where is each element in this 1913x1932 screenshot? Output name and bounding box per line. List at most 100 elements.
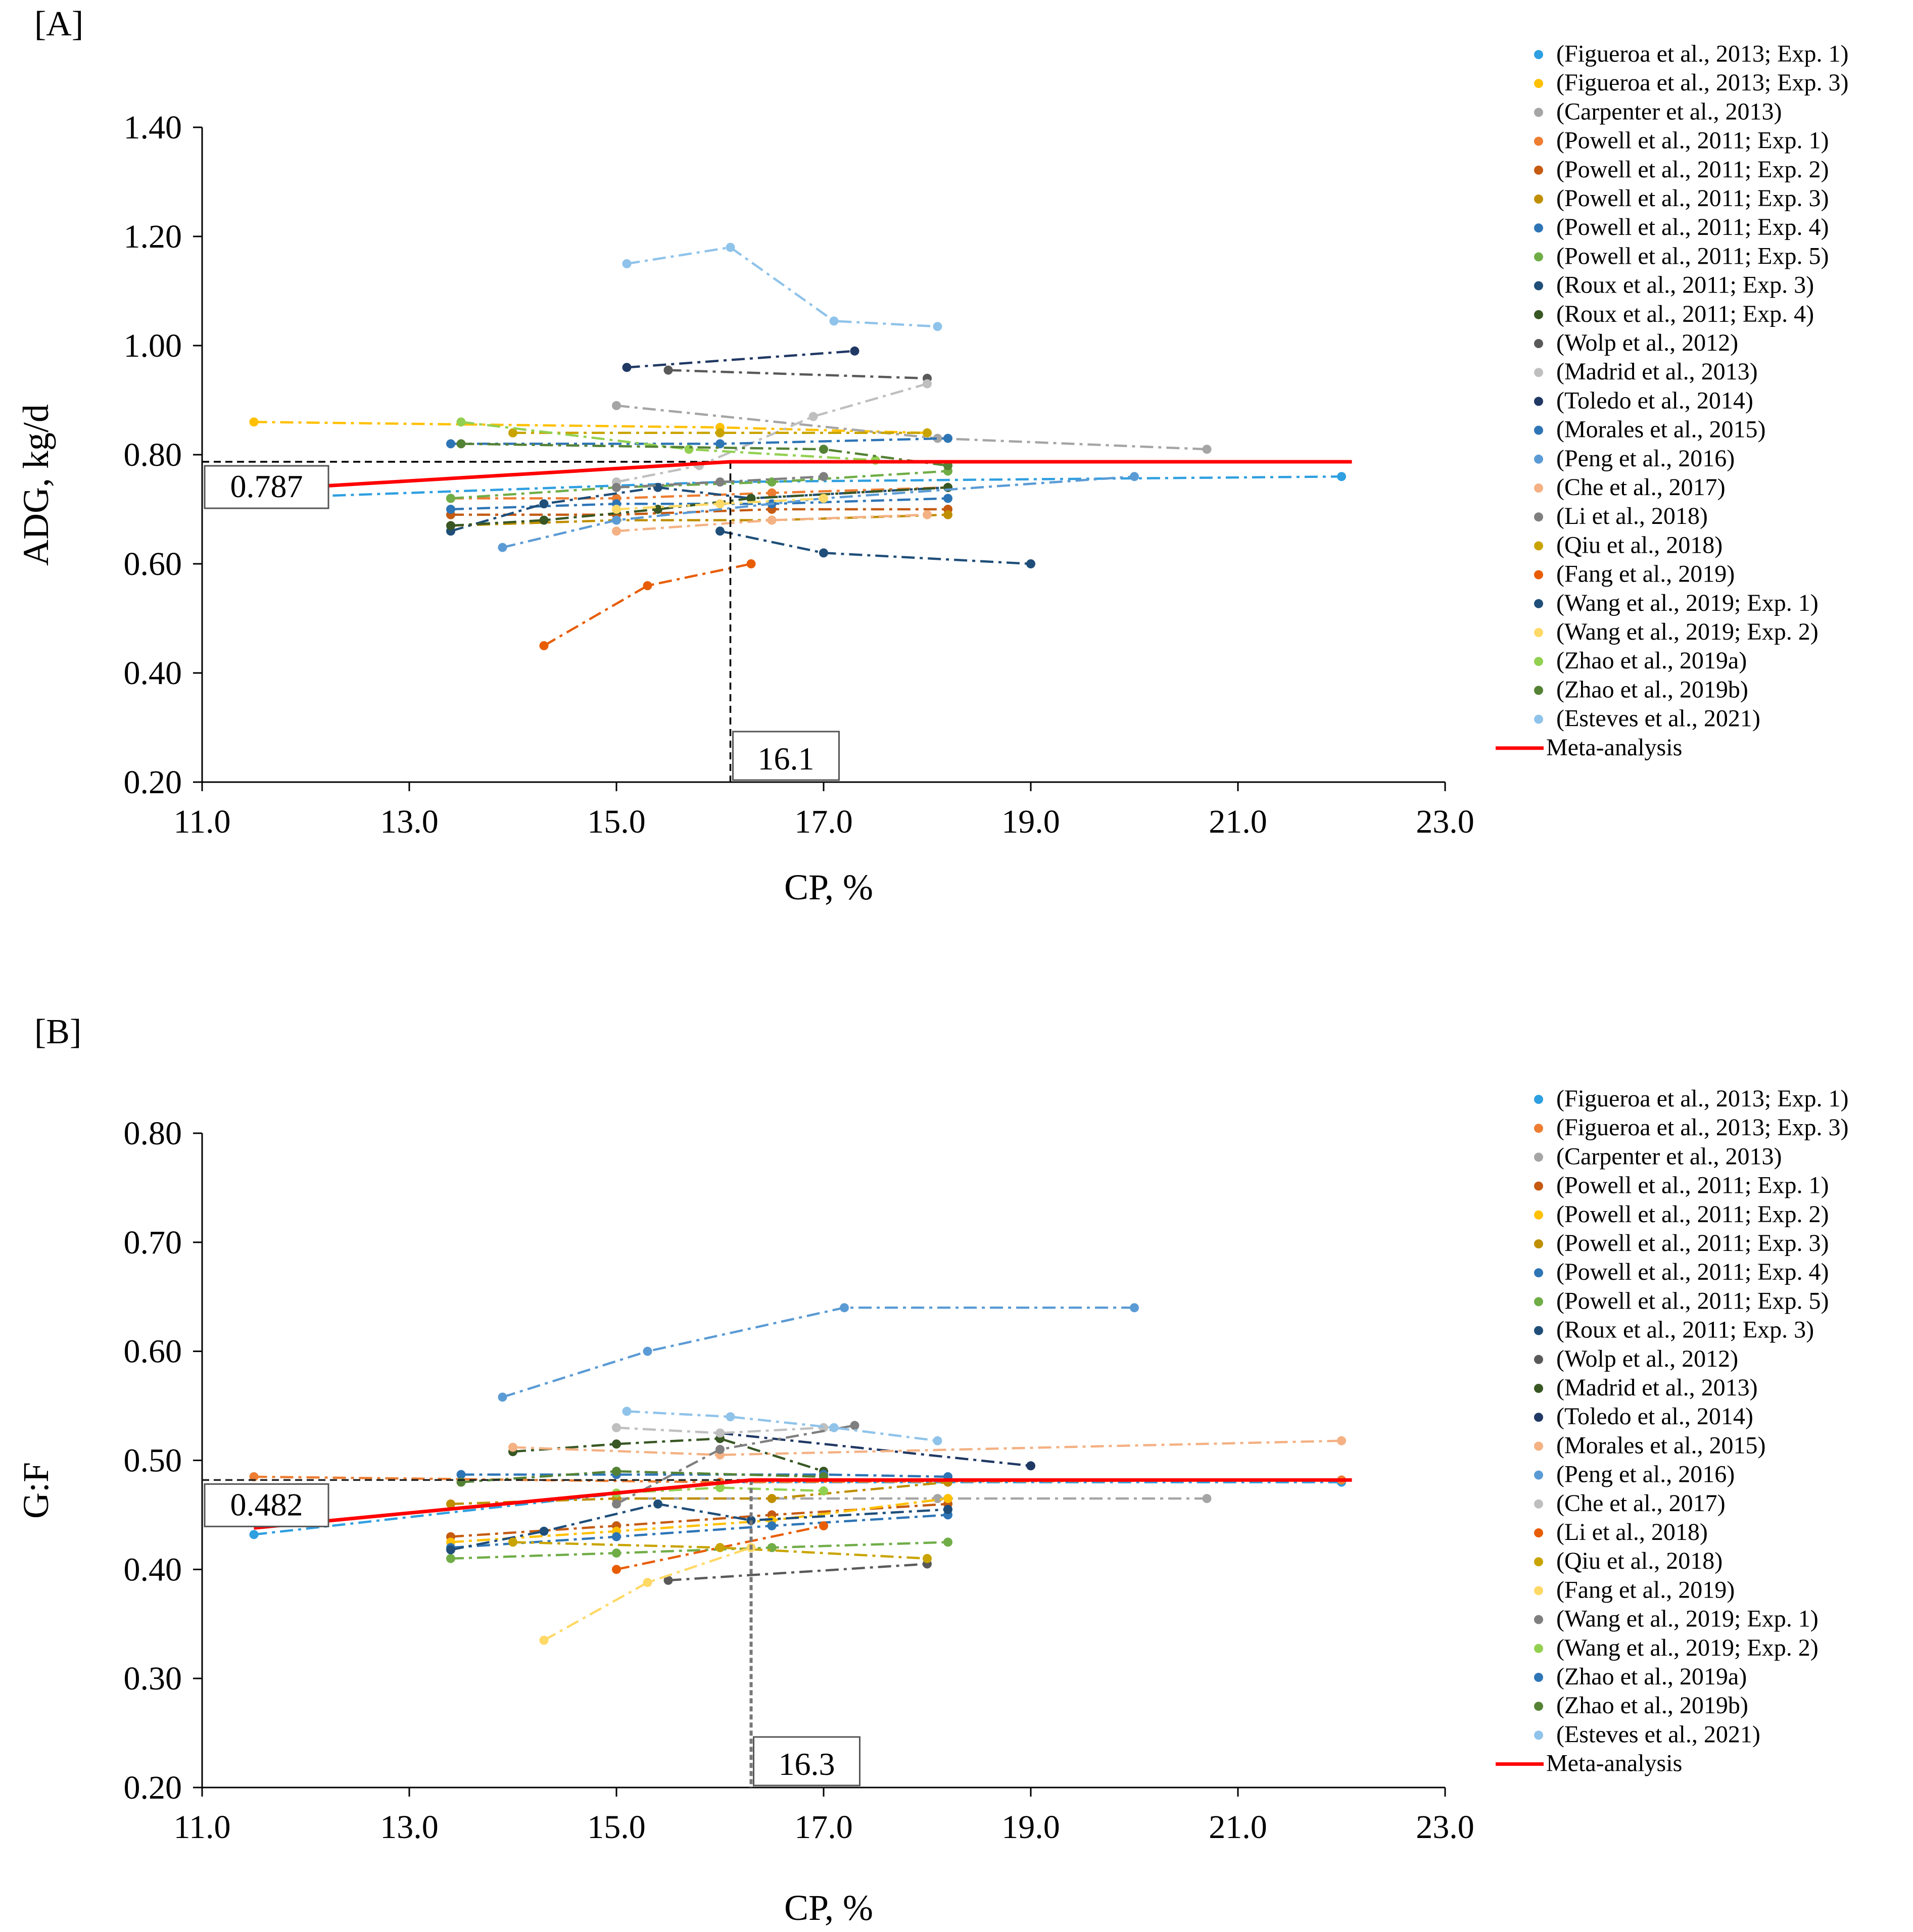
x-tick-label: 17.0 — [794, 1809, 853, 1846]
data-point — [767, 488, 777, 498]
data-point — [1202, 1494, 1212, 1504]
legend-label: (Powell et al., 2011; Exp. 3) — [1556, 1230, 1829, 1257]
y-tick-label: 0.70 — [124, 1224, 182, 1261]
data-point — [829, 1423, 839, 1432]
y-tick-label: 0.20 — [124, 1769, 182, 1806]
x-tick-label: 19.0 — [1001, 1809, 1060, 1846]
legend-marker — [1534, 1355, 1543, 1364]
data-point — [808, 412, 818, 421]
legend-label: (Carpenter et al., 2013) — [1556, 98, 1782, 125]
legend-label: (Roux et al., 2011; Exp. 3) — [1556, 1317, 1814, 1343]
series — [249, 1477, 1346, 1539]
legend-marker — [1534, 657, 1543, 666]
legend-label: (Figueroa et al., 2013; Exp. 1) — [1556, 1085, 1849, 1112]
data-point — [612, 401, 621, 410]
legend-marker — [1534, 50, 1543, 59]
data-point — [819, 548, 828, 558]
legend-marker — [1534, 281, 1543, 291]
x-tick-label: 23.0 — [1416, 1809, 1474, 1846]
x-tick-label: 11.0 — [173, 1809, 230, 1846]
legend-marker — [1534, 165, 1543, 175]
legend-item: (Madrid et al., 2013) — [1534, 1374, 1758, 1401]
series-trend-line — [720, 529, 1031, 565]
data-point — [663, 365, 673, 375]
y-tick-label: 0.60 — [124, 1333, 182, 1370]
legend-item: (Toledo et al., 2014) — [1534, 1403, 1753, 1430]
series — [498, 1303, 1139, 1402]
legend-marker — [1534, 1152, 1543, 1162]
legend-item: (Figueroa et al., 2013; Exp. 1) — [1534, 1085, 1849, 1112]
data-point — [726, 1412, 735, 1422]
legend-item: (Zhao et al., 2019a) — [1534, 647, 1747, 674]
series-trend-line — [720, 1432, 1031, 1467]
series — [612, 494, 828, 514]
legend-label: (Morales et al., 2015) — [1556, 416, 1766, 443]
data-point — [726, 243, 735, 252]
legend-marker — [1534, 570, 1543, 579]
legend-item: (Wang et al., 2019; Exp. 2) — [1534, 618, 1819, 645]
legend-marker — [1534, 1413, 1543, 1422]
series-trend-line — [450, 1503, 948, 1538]
legend-marker — [1534, 1210, 1543, 1220]
series — [612, 472, 828, 492]
data-point — [446, 1545, 455, 1555]
legend-marker — [1534, 1528, 1543, 1537]
legend-label: (Madrid et al., 2013) — [1556, 358, 1758, 385]
series — [622, 243, 942, 331]
data-point — [715, 526, 725, 536]
legend-item: (Madrid et al., 2013) — [1534, 358, 1758, 385]
data-point — [446, 521, 455, 530]
y-tick-label: 0.80 — [124, 1115, 182, 1152]
legend-item: (Figueroa et al., 2013; Exp. 3) — [1534, 69, 1849, 96]
series — [715, 526, 1035, 568]
data-point — [943, 1494, 952, 1504]
data-point — [715, 477, 725, 487]
x-callout-value: 16.1 — [758, 741, 815, 777]
legend-item: (Roux et al., 2011; Exp. 4) — [1534, 301, 1814, 327]
axis-ticks: 11.0 13.0 15.0 17.0 19.0 21.0 23.0 0.20 0.40 0.60… — [124, 109, 1474, 840]
legend-item: (Powell et al., 2011; Exp. 5) — [1534, 243, 1829, 269]
data-point — [498, 543, 507, 552]
data-point — [612, 515, 621, 525]
legend-label: (Figueroa et al., 2013; Exp. 1) — [1556, 40, 1849, 67]
series-trend-line — [627, 350, 855, 369]
data-point — [850, 1421, 859, 1430]
legend-marker — [1534, 79, 1543, 88]
y-tick-label: 0.20 — [124, 764, 182, 801]
data-point — [612, 1423, 621, 1432]
data-point — [684, 445, 694, 454]
data-point — [819, 1486, 828, 1495]
legend-marker — [1534, 1326, 1543, 1335]
series-trend-line — [627, 1410, 938, 1442]
data-point — [622, 259, 632, 268]
legend: (Figueroa et al., 2013; Exp. 1)(Figueroa… — [1496, 40, 1849, 761]
legend-label: (Zhao et al., 2019a) — [1556, 647, 1747, 674]
x-axis-title: CP, % — [784, 867, 873, 907]
legend-item: (Roux et al., 2011; Exp. 3) — [1534, 1317, 1814, 1343]
legend-item: (Wang et al., 2019; Exp. 2) — [1534, 1634, 1819, 1661]
legend-item: (Powell et al., 2011; Exp. 2) — [1534, 1201, 1829, 1228]
legend-marker — [1534, 1702, 1543, 1711]
data-point — [1130, 472, 1139, 481]
legend-item-meta-analysis: Meta-analysis — [1496, 734, 1682, 761]
legend-marker — [1534, 1673, 1543, 1682]
data-point — [612, 1565, 621, 1574]
legend-marker — [1534, 368, 1543, 377]
data-point — [943, 433, 952, 443]
series — [498, 472, 1139, 552]
y-tick-label: 0.40 — [124, 655, 182, 692]
legend-item: (Esteves et al., 2021) — [1534, 1721, 1760, 1748]
legend-marker — [1534, 628, 1543, 637]
series — [539, 559, 756, 650]
legend-marker — [1534, 541, 1543, 551]
legend-item: (Figueroa et al., 2013; Exp. 1) — [1534, 40, 1849, 67]
data-point — [715, 1428, 725, 1438]
legend-label: (Zhao et al., 2019b) — [1556, 1692, 1748, 1719]
legend-item: (Wolp et al., 2012) — [1534, 329, 1738, 356]
legend-label: (Che et al., 2017) — [1556, 1490, 1726, 1517]
legend-marker — [1534, 1470, 1543, 1480]
legend-item-meta-analysis: Meta-analysis — [1496, 1750, 1682, 1777]
data-point — [1026, 1461, 1035, 1471]
data-point — [539, 1635, 549, 1645]
